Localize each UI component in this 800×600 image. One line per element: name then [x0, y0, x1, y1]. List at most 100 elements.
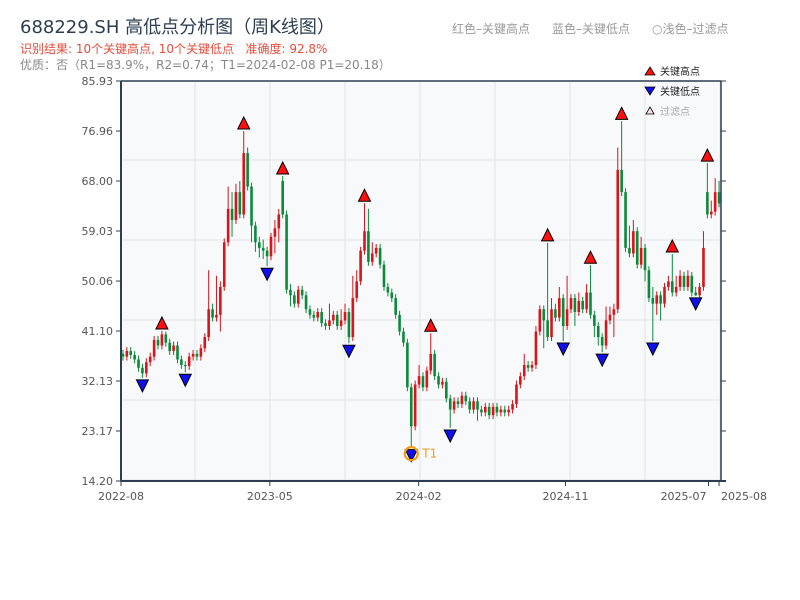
candle [215, 275, 218, 322]
candle-body [483, 406, 487, 413]
candle-body [558, 298, 561, 318]
candle-body [183, 365, 187, 367]
candle [222, 238, 226, 291]
candle [261, 239, 265, 260]
candle-body [663, 286, 666, 304]
candle [448, 394, 452, 429]
candle [651, 286, 655, 342]
candle-body [152, 339, 156, 357]
candle-body [620, 169, 623, 193]
candle [168, 338, 172, 355]
candle-body [538, 309, 542, 332]
candle-body [674, 286, 678, 293]
candle-body [269, 236, 273, 257]
y-tick-label: 32.13 [82, 375, 114, 388]
candle-body [495, 406, 499, 413]
candle [655, 291, 659, 315]
candle-body [686, 275, 690, 287]
candle-body [145, 362, 148, 374]
key-low-marker [178, 373, 193, 388]
candle-body [312, 314, 316, 318]
candle [628, 225, 631, 258]
candle [663, 283, 666, 308]
candle [445, 377, 448, 403]
chart-legend: 关键高点 关键低点 过滤点 [644, 65, 700, 118]
candle [335, 310, 339, 330]
candle-body [191, 353, 195, 357]
candle [390, 288, 394, 302]
candle [620, 121, 623, 197]
candle-body [425, 370, 429, 388]
candle [554, 303, 557, 322]
candle [433, 349, 436, 381]
candles [121, 121, 721, 448]
key-high-marker [155, 315, 169, 330]
candle [495, 402, 499, 417]
candle-body [277, 214, 281, 229]
t1-ring [403, 446, 419, 462]
candle-body [546, 320, 549, 338]
candle [254, 221, 257, 252]
candle [487, 402, 491, 420]
candle-body [522, 365, 526, 377]
key-low-marker [342, 344, 356, 359]
candle-body [242, 153, 246, 215]
candle [320, 308, 323, 328]
candle-body [581, 300, 584, 310]
candle [522, 353, 526, 381]
candle-body [573, 298, 577, 313]
candle-body [160, 334, 164, 346]
candle [246, 147, 249, 191]
candle-body [464, 395, 468, 402]
candle [160, 330, 164, 350]
candle [141, 363, 144, 378]
candle-body [293, 295, 296, 304]
candle-body [445, 381, 448, 399]
candle [328, 303, 331, 330]
candle-body [258, 242, 261, 248]
candle [530, 361, 534, 372]
candle [678, 270, 682, 291]
candle-body [320, 312, 323, 324]
candle-body [600, 337, 604, 346]
candle-body [670, 281, 674, 293]
candle [129, 347, 133, 359]
candle-body [289, 289, 292, 296]
candle [596, 322, 600, 346]
candle [195, 349, 199, 361]
candle [713, 178, 717, 216]
candle-body [624, 192, 627, 248]
candle [203, 333, 207, 353]
candle-body [507, 409, 510, 413]
candle-body [554, 309, 557, 318]
candle-body [519, 376, 522, 385]
candle-body [480, 409, 483, 413]
candle [425, 366, 429, 392]
candle-body [382, 264, 386, 287]
candle-body [628, 247, 631, 254]
candle-body [180, 359, 183, 366]
candle [702, 231, 705, 291]
candle [172, 341, 175, 355]
x-tick-label: 2025-07 [661, 490, 707, 503]
candle [456, 397, 460, 408]
candle [281, 175, 284, 219]
candle-body [402, 331, 405, 343]
y-tick-label: 41.10 [82, 325, 114, 338]
candle-body [515, 384, 518, 405]
candle-body [667, 281, 670, 287]
candle-body [487, 406, 491, 416]
candle-body [374, 247, 378, 254]
candle-body [203, 337, 207, 349]
candle-body [593, 314, 596, 326]
candle [324, 319, 327, 330]
candle [480, 405, 483, 417]
candle-body [187, 356, 191, 367]
candle-body [281, 180, 284, 215]
candle [413, 380, 417, 431]
candle-body [717, 192, 721, 204]
candle-body [316, 312, 320, 318]
candle-body [460, 395, 464, 405]
candle [417, 365, 421, 389]
candle-body [694, 292, 697, 296]
